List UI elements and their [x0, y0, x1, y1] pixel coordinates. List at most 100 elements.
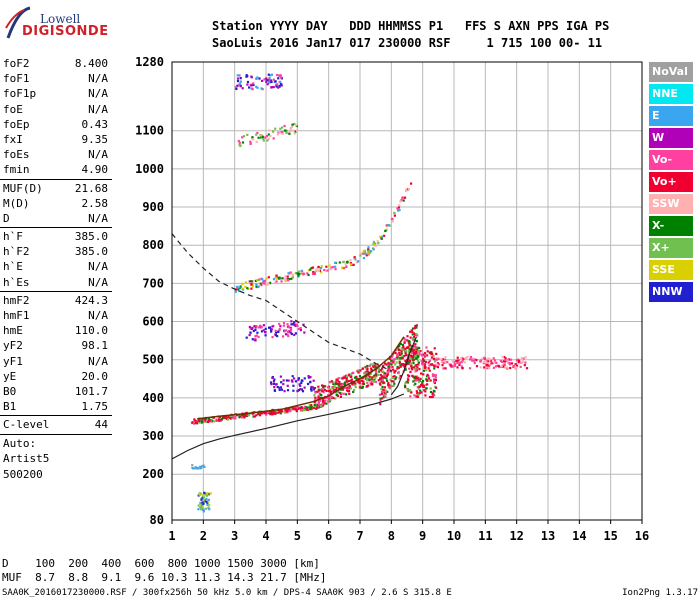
- echo-point: [260, 134, 263, 137]
- echo-point: [294, 272, 297, 275]
- echo-point: [408, 340, 411, 343]
- param-key: foEs: [3, 148, 30, 162]
- echo-point: [248, 325, 251, 329]
- profile-upper-solid: [390, 336, 417, 396]
- echo-point: [355, 377, 358, 381]
- echo-point: [289, 127, 293, 130]
- echo-point: [335, 386, 338, 389]
- plot-frame: [171, 61, 643, 521]
- echo-point: [355, 261, 358, 264]
- echo-point: [409, 354, 412, 357]
- echo-point: [420, 372, 423, 375]
- echo-point: [420, 391, 423, 394]
- echo-point: [346, 260, 349, 264]
- param-key: hmF2: [3, 293, 30, 307]
- echo-point: [238, 83, 241, 87]
- echo-point: [268, 81, 271, 84]
- echo-point: [311, 266, 315, 269]
- echo-point: [319, 393, 322, 396]
- echo-point: [288, 330, 291, 333]
- echo-point: [395, 376, 398, 379]
- echo-point: [198, 467, 202, 470]
- echo-point: [267, 73, 270, 76]
- echo-point: [325, 402, 328, 405]
- echo-point: [437, 363, 441, 366]
- echo-point: [307, 269, 310, 272]
- echo-point: [465, 356, 468, 360]
- echo-point: [345, 265, 348, 269]
- echo-point: [299, 326, 302, 330]
- echo-point: [269, 134, 272, 138]
- echo-point: [318, 389, 321, 392]
- echo-point: [268, 129, 271, 132]
- echo-point: [192, 467, 195, 470]
- echo-point: [295, 408, 298, 412]
- echo-point: [198, 419, 201, 422]
- echo-point: [295, 129, 299, 132]
- y-tick-label: 400: [142, 391, 164, 405]
- echo-point: [256, 279, 259, 282]
- echo-point: [508, 358, 511, 361]
- echo-point: [273, 411, 276, 414]
- echo-point: [390, 380, 393, 383]
- echo-point: [297, 270, 301, 273]
- echo-point: [259, 282, 262, 285]
- echo-point: [374, 242, 377, 245]
- echo-point: [340, 384, 343, 387]
- echo-point: [416, 350, 419, 353]
- echo-point: [422, 373, 425, 376]
- echo-point: [275, 410, 278, 413]
- echo-point: [417, 346, 421, 350]
- echo-point: [506, 359, 509, 362]
- echo-point: [319, 266, 323, 270]
- echo-point: [463, 361, 466, 364]
- echo-point: [430, 356, 434, 359]
- echo-point: [342, 376, 346, 379]
- echo-point: [396, 207, 399, 210]
- echo-point: [283, 390, 286, 393]
- echo-point: [524, 361, 527, 364]
- echo-point: [307, 375, 310, 378]
- echo-point: [362, 380, 365, 383]
- echo-point: [398, 348, 401, 352]
- echo-point: [489, 359, 493, 362]
- echo-point: [258, 414, 262, 417]
- x-tick-label: 8: [388, 529, 395, 543]
- echo-point: [286, 279, 290, 282]
- echo-point: [422, 385, 425, 389]
- echo-point: [398, 358, 401, 361]
- echo-point: [288, 132, 291, 135]
- echo-point: [479, 359, 482, 363]
- echo-point: [514, 366, 517, 369]
- echo-point: [379, 378, 382, 381]
- digisonde-logo: Lowell DIGISONDE: [4, 4, 114, 54]
- echo-point: [310, 404, 313, 407]
- echo-point: [349, 375, 352, 378]
- echo-point: [303, 409, 306, 412]
- echo-point: [194, 421, 197, 425]
- echo-point: [256, 331, 259, 334]
- echo-point: [272, 278, 276, 281]
- echo-point: [455, 359, 458, 363]
- echo-point: [255, 140, 258, 144]
- legend-item-x: X-: [649, 216, 693, 236]
- echo-point: [200, 504, 204, 507]
- echo-point: [257, 285, 260, 288]
- echo-point: [460, 365, 463, 368]
- echo-point: [291, 274, 294, 277]
- echo-point: [461, 359, 464, 362]
- echo-point: [424, 390, 427, 393]
- echo-point: [255, 414, 258, 417]
- echo-point: [409, 182, 413, 185]
- echo-point: [349, 263, 353, 266]
- param-row-foe: foE N/A: [0, 102, 114, 117]
- echo-point: [246, 75, 249, 78]
- echo-point: [247, 413, 251, 416]
- echo-point: [209, 420, 212, 423]
- echo-point: [314, 396, 317, 399]
- echo-point: [326, 269, 329, 272]
- echo-point: [275, 274, 278, 277]
- echo-point: [309, 408, 312, 411]
- echo-point: [300, 381, 303, 384]
- echo-point: [202, 420, 205, 423]
